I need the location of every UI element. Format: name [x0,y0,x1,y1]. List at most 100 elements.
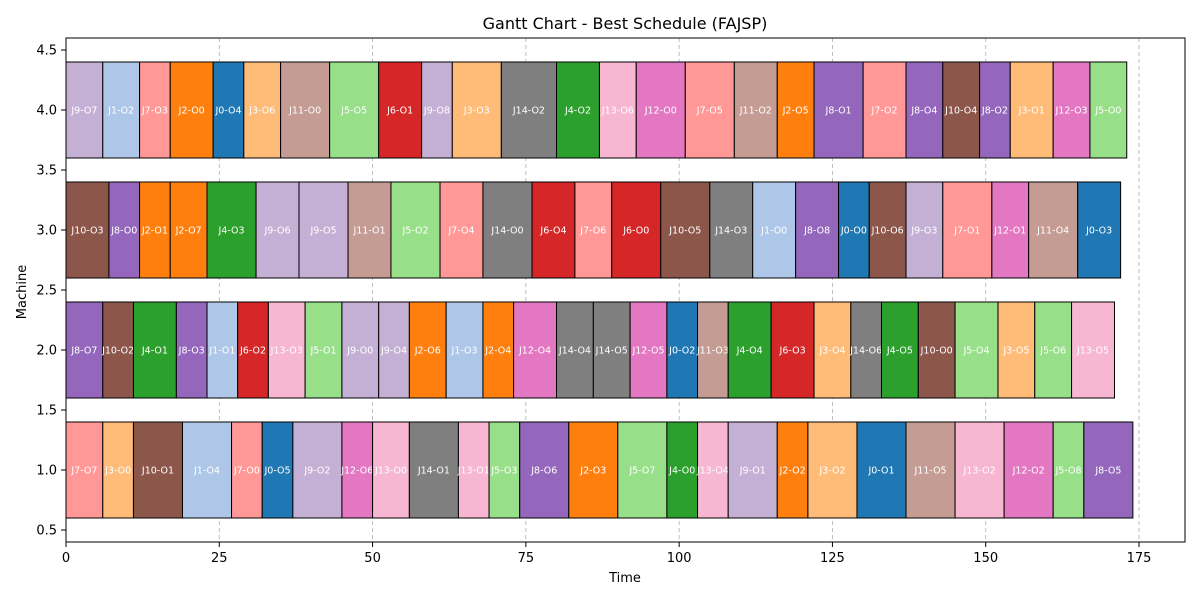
bar-label: J10-O2 [101,346,134,357]
gantt-bar [304,301,343,399]
bar-label: J8-O6 [530,466,557,477]
bar-label: J8-O4 [910,106,937,117]
gantt-bar [378,61,423,159]
bar-label: J7-O3 [141,106,168,117]
gantt-bar [592,301,631,399]
bar-label: J14-O0 [490,226,523,237]
gantt-bar [267,301,306,399]
bar-label: J8-O1 [825,106,852,117]
bar-label: J1-O4 [193,466,220,477]
bar-label: J12-O1 [993,226,1026,237]
y-tick-label: 0.5 [36,524,57,539]
bar-label: J0-O2 [668,346,695,357]
gantt-bar [513,301,558,399]
gantt-bar [813,61,864,159]
bar-label: J13-O5 [1076,346,1109,357]
bar-label: J3-O6 [248,106,275,117]
x-tick-label: 25 [211,551,228,566]
gantt-bar [255,181,300,279]
gantt-bar [617,421,668,519]
bar-label: J9-O7 [70,106,97,117]
bar-label: J7-O7 [70,466,97,477]
gantt-bar [488,421,521,519]
bar-label: J4-O5 [886,346,913,357]
bar-label: J13-O4 [696,466,729,477]
gantt-bar [611,181,662,279]
gantt-bar [341,301,380,399]
gantt-bar [1052,61,1091,159]
gantt-bar [1089,61,1128,159]
gantt-bar [1028,181,1079,279]
bar-label: J3-O2 [818,466,845,477]
bar-label: J6-O0 [622,226,649,237]
gantt-bar [237,301,269,399]
bar-label: J7-O2 [871,106,898,117]
gantt-bar [445,301,484,399]
bar-label: J5-O2 [401,226,428,237]
bar-label: J5-O7 [628,466,655,477]
bar-label: J1-O2 [107,106,134,117]
bar-label: J4-O0 [668,466,695,477]
y-tick-label: 1.5 [36,404,57,419]
bar-label: J4-O1 [141,346,168,357]
gantt-bar [556,301,594,399]
bar-label: J8-O2 [981,106,1008,117]
bar-label: J10-O5 [668,226,701,237]
bar-label: J10-O4 [944,106,977,117]
bar-label: J9-O3 [910,226,937,237]
bar-label: J1-O1 [208,346,235,357]
gantt-bar [451,61,502,159]
bar-label: J0-O1 [867,466,894,477]
bar-label: J11-O2 [739,106,772,117]
y-tick-label: 3.5 [36,164,57,179]
y-tick-label: 2.5 [36,284,57,299]
bar-label: J12-O4 [518,346,551,357]
bar-label: J2-O2 [779,466,806,477]
bar-label: J10-O6 [871,226,904,237]
bar-label: J12-O0 [644,106,677,117]
bar-label: J13-O0 [374,466,407,477]
bar-label: J12-O2 [1012,466,1045,477]
gantt-bar [390,181,441,279]
gantt-bar [102,61,141,159]
bar-label: J9-O8 [423,106,450,117]
bar-label: J8-O0 [110,226,137,237]
gantt-bar [347,181,392,279]
gantt-bar [697,301,729,399]
bars-layer: J7-O7 J3-O0 J10-O1 J1-O4 J7-O0 J0-O5 J9-O2 J12-… [65,61,1134,519]
gantt-bar [598,61,637,159]
gantt-bar [629,301,668,399]
gantt-bar [500,61,558,159]
bar-label: J9-O1 [739,466,766,477]
x-tick-label: 100 [667,551,692,566]
bar-label: J10-O0 [920,346,953,357]
gantt-bar [519,421,570,519]
bar-label: J8-O8 [803,226,830,237]
bar-label: J3-O0 [104,466,131,477]
gantt-bar [482,301,515,399]
axes: 0 25 50 75 100 125 150 175 0.5 1.0 1.5 2.0 2.5 3.0 3.5… [36,37,1186,566]
x-tick-label: 150 [973,551,998,566]
gantt-bar [776,421,809,519]
bar-label: J14-O1 [417,466,450,477]
gantt-bar [556,61,600,159]
gantt-bar [132,301,177,399]
gantt-bar [139,181,171,279]
bar-label: J6-O4 [539,226,566,237]
y-tick-label: 4.0 [36,104,57,119]
gantt-bar [243,61,282,159]
bar-label: J13-O2 [963,466,996,477]
gantt-bar [666,301,699,399]
bar-label: J4-O3 [218,226,245,237]
bar-label: J5-O8 [1054,466,1081,477]
bar-label: J2-O4 [484,346,511,357]
bar-label: J6-O1 [386,106,413,117]
bar-label: J1-O3 [451,346,478,357]
bar-label: J11-O4 [1036,226,1069,237]
gantt-bar [1077,181,1122,279]
bar-label: J0-O5 [264,466,291,477]
bar-label: J11-O3 [696,346,729,357]
bar-label: J8-O3 [178,346,205,357]
bar-label: J14-O6 [849,346,882,357]
gantt-bar [292,421,343,519]
